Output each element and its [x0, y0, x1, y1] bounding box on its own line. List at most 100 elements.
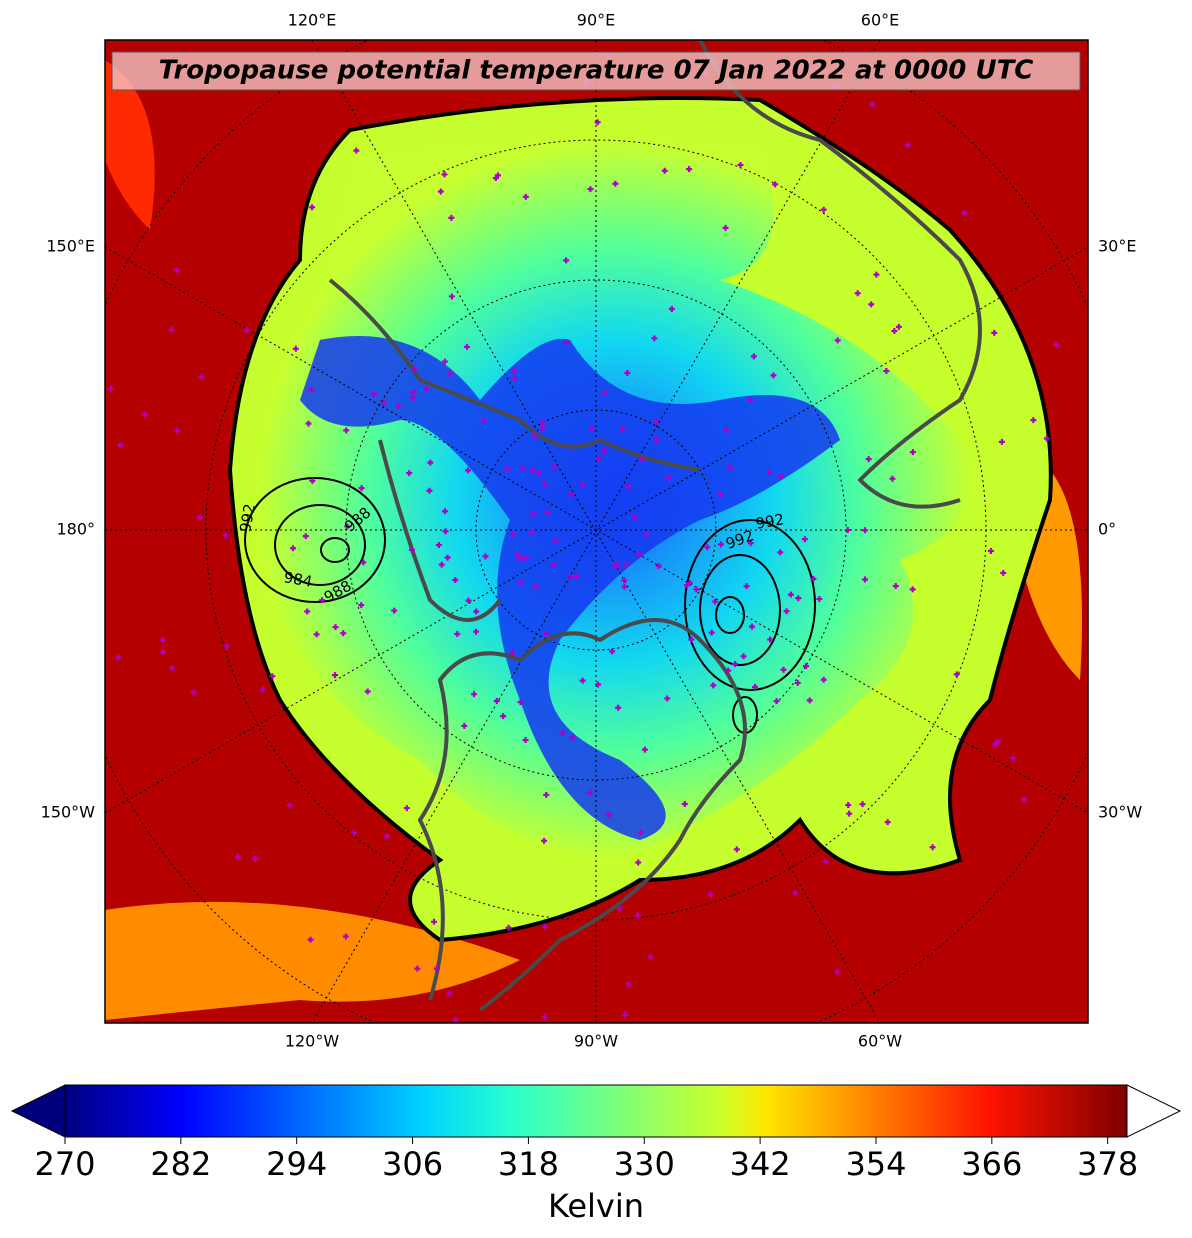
station-marker [384, 833, 391, 840]
station-marker [844, 527, 851, 534]
station-marker [892, 582, 899, 589]
station-marker [504, 466, 511, 473]
station-marker [861, 527, 868, 534]
station-marker [681, 800, 688, 807]
station-marker [737, 161, 744, 168]
colorbar-tick-label: 306 [382, 1145, 443, 1183]
station-marker [625, 981, 632, 988]
station-marker [380, 400, 387, 407]
station-marker [810, 575, 817, 582]
station-marker [350, 829, 357, 836]
station-marker [792, 889, 799, 896]
station-marker [493, 698, 500, 705]
station-marker [423, 386, 430, 393]
station-marker [454, 631, 461, 638]
station-marker [414, 965, 421, 972]
station-marker [854, 290, 861, 297]
station-marker [647, 953, 654, 960]
station-marker [1030, 417, 1037, 424]
station-marker [748, 623, 755, 630]
contour-label: 992 [754, 510, 785, 533]
station-marker [569, 734, 576, 741]
warm-band [105, 60, 155, 230]
station-marker [159, 636, 166, 643]
station-marker [1043, 435, 1050, 442]
colorbar-tick-label: 330 [614, 1145, 675, 1183]
colorbar-tick-label: 366 [961, 1145, 1022, 1183]
station-marker [117, 442, 124, 449]
station-marker [309, 204, 316, 211]
station-marker [559, 729, 566, 736]
station-marker [115, 654, 122, 661]
station-marker [358, 602, 365, 609]
station-marker [461, 722, 468, 729]
station-marker [987, 547, 994, 554]
station-marker [693, 586, 700, 593]
station-marker [773, 698, 780, 705]
station-marker [631, 514, 638, 521]
station-marker [522, 737, 529, 744]
station-marker [664, 695, 671, 702]
station-marker [307, 936, 314, 943]
station-marker [448, 214, 455, 221]
station-marker [708, 629, 715, 636]
station-marker [909, 586, 916, 593]
station-marker [816, 595, 823, 602]
station-marker [1010, 755, 1017, 762]
station-marker [710, 682, 717, 689]
station-marker [686, 579, 693, 586]
station-marker [159, 649, 166, 656]
colorbar-extend-low [10, 1084, 66, 1138]
station-marker [740, 653, 747, 660]
lon-label: 0° [1098, 520, 1116, 539]
station-marker [991, 329, 998, 336]
station-marker [408, 546, 415, 553]
station-marker [403, 805, 410, 812]
station-marker [540, 420, 547, 427]
station-marker [426, 487, 433, 494]
station-marker [609, 648, 616, 655]
colorbar-label: Kelvin [548, 1187, 644, 1225]
station-marker [1093, 539, 1099, 545]
station-marker [304, 608, 311, 615]
station-marker [107, 385, 114, 392]
colorbar-tick-label: 318 [498, 1145, 559, 1183]
station-marker [909, 449, 916, 456]
chart-title: Tropopause potential temperature 07 Jan … [159, 56, 1034, 86]
station-marker [621, 577, 628, 584]
lon-label: 30°E [1098, 237, 1136, 256]
station-marker [550, 562, 557, 569]
station-marker [441, 358, 448, 365]
station-marker [722, 224, 729, 231]
station-marker [541, 837, 548, 844]
station-marker [579, 677, 586, 684]
title-box [111, 51, 1081, 91]
station-marker [884, 819, 891, 826]
station-marker [480, 417, 487, 424]
station-marker [725, 667, 732, 674]
station-marker [869, 101, 876, 108]
station-marker [953, 671, 960, 678]
station-marker [846, 810, 853, 817]
station-marker [252, 855, 259, 862]
station-marker [289, 545, 296, 552]
station-marker [532, 583, 539, 590]
station-marker [259, 686, 266, 693]
station-marker [1053, 341, 1060, 348]
station-marker [606, 812, 613, 819]
station-marker [595, 681, 602, 688]
station-marker [541, 924, 548, 931]
station-marker [859, 801, 866, 808]
station-marker [733, 846, 740, 853]
station-marker [655, 562, 662, 569]
station-marker [543, 791, 550, 798]
station-marker [716, 491, 723, 498]
station-marker [344, 523, 351, 530]
station-marker [845, 802, 852, 809]
station-marker [465, 597, 472, 604]
station-marker [141, 411, 148, 418]
station-marker [588, 425, 595, 432]
station-marker [308, 386, 315, 393]
